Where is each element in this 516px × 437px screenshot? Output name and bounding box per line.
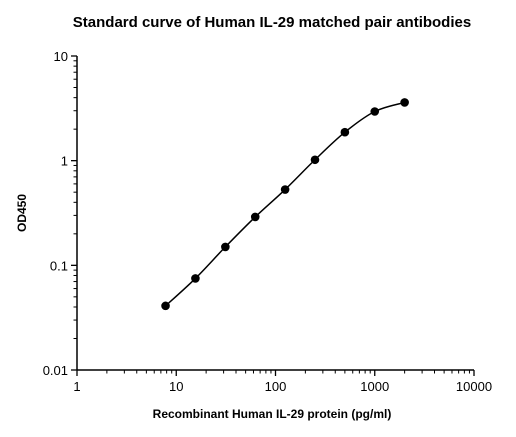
- data-point: [310, 155, 320, 165]
- data-point: [161, 301, 170, 311]
- data-point: [221, 242, 230, 252]
- x-axis-label: Recombinant Human IL-29 protein (pg/ml): [153, 407, 392, 421]
- chart-title: Standard curve of Human IL-29 matched pa…: [73, 14, 471, 31]
- data-point: [340, 127, 350, 137]
- y-tick-label: 10: [54, 49, 68, 64]
- data-point: [280, 185, 290, 194]
- data-point: [250, 212, 260, 222]
- fit-curve: [165, 101, 405, 307]
- data-point: [370, 107, 380, 116]
- y-tick-label: 0.01: [43, 363, 68, 378]
- x-tick-label: 10: [169, 379, 183, 394]
- data-point: [400, 98, 409, 107]
- y-tick-label: 1: [61, 154, 68, 169]
- y-axis-label: OD450: [15, 194, 29, 232]
- x-tick-label: 1: [73, 379, 80, 394]
- x-tick-label: 10000: [456, 379, 492, 394]
- x-tick-label: 1000: [360, 379, 389, 394]
- plot-area: 1 10 100 1000 10000 0.01 0.1 1 10: [43, 49, 492, 394]
- x-tick-label: 100: [265, 379, 287, 394]
- data-point: [191, 274, 200, 283]
- y-tick-label: 0.1: [50, 258, 68, 273]
